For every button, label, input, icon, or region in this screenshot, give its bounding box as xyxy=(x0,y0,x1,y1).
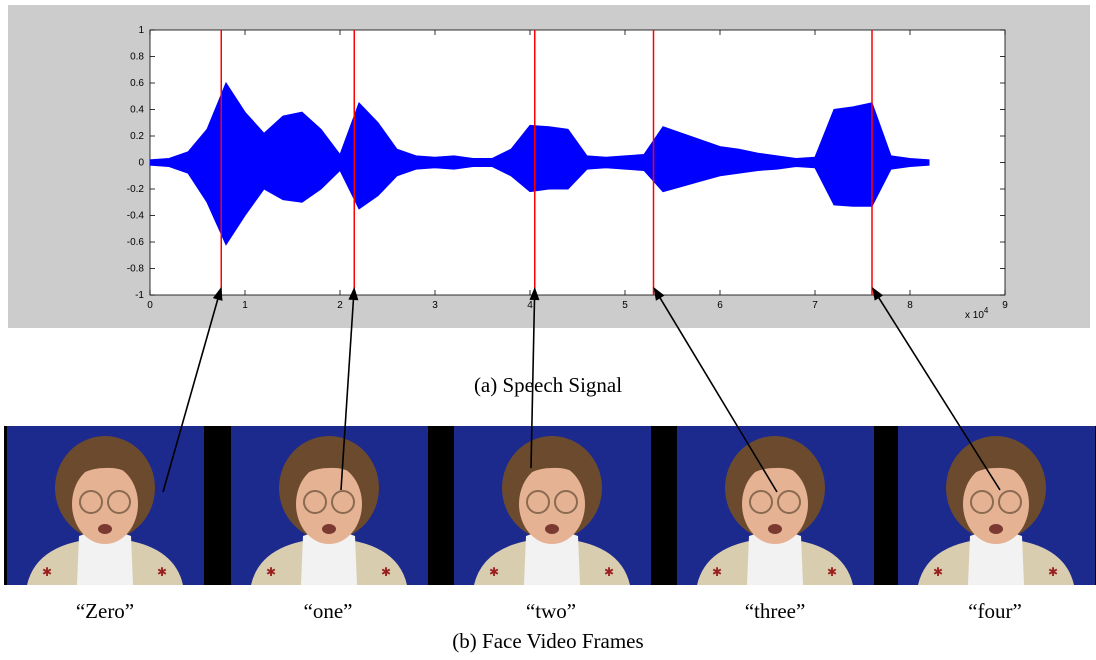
x-tick-label: 8 xyxy=(907,300,913,311)
x-tick-label: 5 xyxy=(622,300,628,311)
figure: ✱ ✱ -1-0.8-0.6-0.4-0.200.20.40.60.810123… xyxy=(0,0,1096,660)
page: {"chart_data": { "type": "waveform", "x"… xyxy=(0,0,1096,660)
y-tick-label: -0.6 xyxy=(127,237,145,248)
y-tick-label: -1 xyxy=(135,290,144,301)
word-label: “three” xyxy=(745,599,806,623)
video-frame xyxy=(677,426,874,585)
x-tick-label: 0 xyxy=(147,300,153,311)
y-tick-label: 0.2 xyxy=(130,131,144,142)
y-tick-label: 0.8 xyxy=(130,52,144,63)
word-label: “two” xyxy=(526,599,576,623)
y-tick-label: -0.2 xyxy=(127,184,145,195)
x-tick-label: 2 xyxy=(337,300,343,311)
word-label: “one” xyxy=(304,599,353,623)
caption-signal: (a) Speech Signal xyxy=(474,373,622,397)
y-tick-label: 0.6 xyxy=(130,78,144,89)
y-tick-label: 0 xyxy=(138,158,144,169)
x-tick-label: 3 xyxy=(432,300,438,311)
word-label: “Zero” xyxy=(76,599,134,623)
words: “Zero” “one” “two” “three” “four” xyxy=(76,599,1022,623)
x-tick-label: 7 xyxy=(812,300,818,311)
video-frame xyxy=(454,426,651,585)
x-tick-label: 9 xyxy=(1002,300,1008,311)
video-frame xyxy=(231,426,428,585)
frames xyxy=(7,426,1095,585)
video-frame xyxy=(898,426,1095,585)
caption-frames: (b) Face Video Frames xyxy=(452,629,643,653)
word-label: “four” xyxy=(968,599,1022,623)
x-tick-label: 6 xyxy=(717,300,723,311)
x-tick-label: 4 xyxy=(527,300,533,311)
y-tick-label: 0.4 xyxy=(130,105,144,116)
y-tick-label: -0.8 xyxy=(127,264,145,275)
y-tick-label: -0.4 xyxy=(127,211,145,222)
x-tick-label: 1 xyxy=(242,300,248,311)
y-tick-label: 1 xyxy=(138,25,144,36)
